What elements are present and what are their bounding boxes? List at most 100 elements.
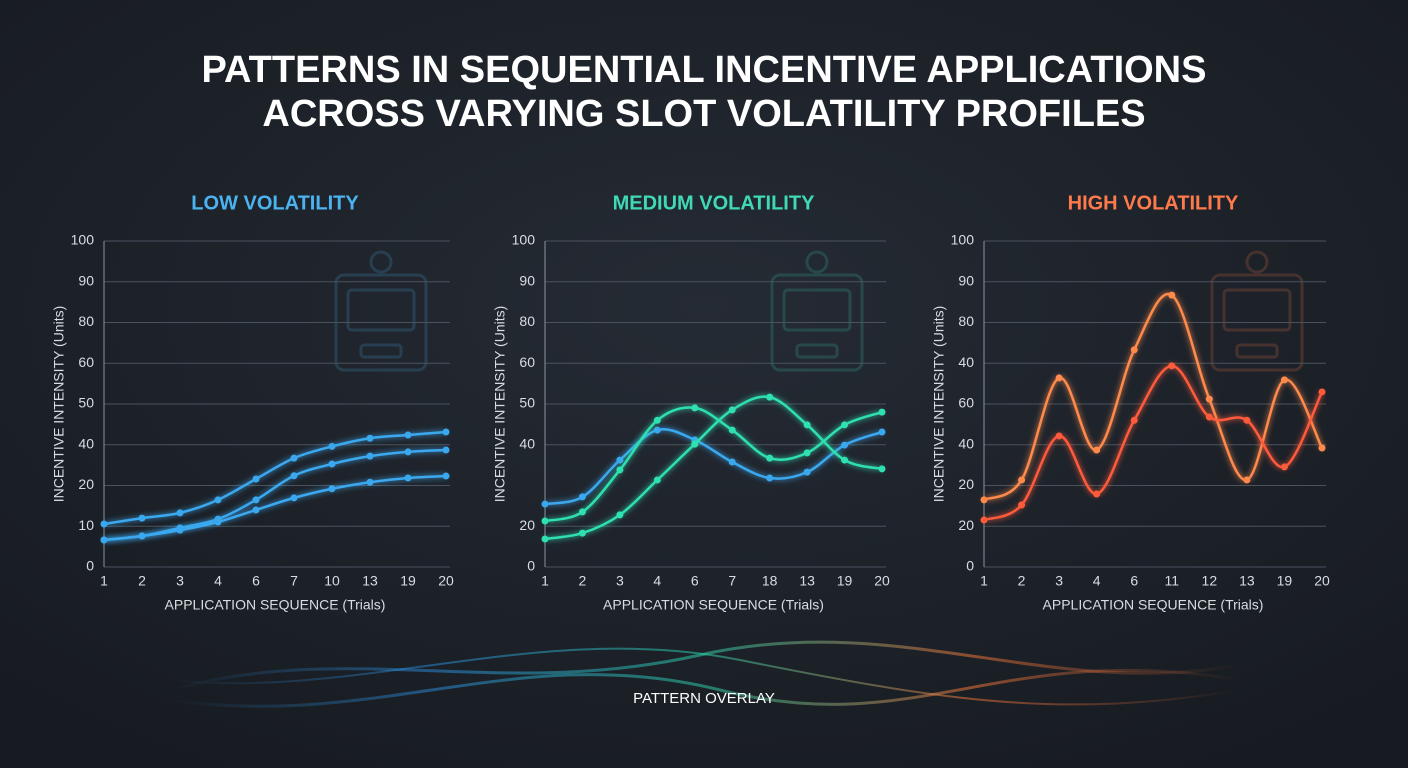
x-tick-label: 6: [691, 573, 699, 589]
data-point: [653, 476, 661, 484]
y-tick-label: 80: [519, 313, 535, 329]
data-point: [541, 535, 549, 543]
title-line: PATTERNS IN SEQUENTIAL INCENTIVE APPLICA…: [202, 49, 1207, 91]
data-point: [841, 421, 849, 429]
slot-top: [805, 250, 829, 274]
data-point: [653, 426, 661, 434]
x-tick-label: 20: [874, 573, 890, 589]
x-tick-label: 20: [1314, 573, 1330, 589]
y-tick-label: 100: [71, 232, 95, 248]
title-line: ACROSS VARYING SLOT VOLATILITY PROFILES: [262, 93, 1145, 135]
data-point: [878, 465, 886, 473]
series-line: [983, 292, 1324, 502]
data-point: [1205, 413, 1213, 421]
data-point: [616, 466, 624, 474]
data-point: [1243, 416, 1251, 424]
data-point: [100, 520, 108, 528]
x-tick-label: 13: [799, 573, 815, 589]
y-tick-label: 90: [958, 272, 974, 288]
data-point: [1243, 476, 1251, 484]
slot-reels: [782, 288, 852, 332]
data-point: [980, 516, 988, 524]
data-point: [442, 428, 450, 436]
data-point: [803, 468, 811, 476]
data-point: [1280, 376, 1288, 384]
data-point: [1168, 362, 1176, 370]
data-point: [252, 506, 260, 514]
x-tick-label: 20: [438, 573, 454, 589]
x-tick-label: 13: [362, 573, 378, 589]
data-point: [616, 511, 624, 519]
y-tick-label: 50: [78, 395, 94, 411]
data-point: [578, 529, 586, 537]
data-point: [214, 496, 222, 504]
data-point: [878, 408, 886, 416]
y-tick-label: 20: [958, 476, 974, 492]
data-point: [138, 532, 146, 540]
y-tick-label: 90: [78, 272, 94, 288]
data-point: [328, 485, 336, 493]
y-tick-label: 80: [958, 313, 974, 329]
chart-title: MEDIUM VOLATILITY: [613, 192, 815, 214]
series-line: [103, 474, 447, 542]
y-tick-label: 20: [78, 476, 94, 492]
data-point: [766, 454, 774, 462]
y-tick-label: 100: [951, 232, 975, 248]
data-point: [404, 431, 412, 439]
x-tick-label: 1: [980, 573, 988, 589]
data-point: [766, 393, 774, 401]
y-tick-label: 40: [958, 435, 974, 451]
x-tick-label: 13: [1239, 573, 1255, 589]
y-tick-label: 40: [78, 435, 94, 451]
data-point: [1280, 463, 1288, 471]
data-point: [980, 496, 988, 504]
data-point: [1130, 346, 1138, 354]
data-point: [290, 494, 298, 502]
x-tick-label: 1: [541, 573, 549, 589]
data-point: [1093, 446, 1101, 454]
y-axis-label: INCENTIVE INTENSITY (Units): [51, 306, 67, 503]
data-point: [541, 500, 549, 508]
y-tick-label: 40: [519, 435, 535, 451]
overlay-wave: [169, 640, 1241, 708]
data-point: [766, 474, 774, 482]
slot-tray: [359, 343, 403, 359]
data-point: [653, 416, 661, 424]
y-tick-label: 80: [78, 313, 94, 329]
overlay-label: PATTERN OVERLAY: [633, 690, 775, 707]
data-point: [100, 536, 108, 544]
x-axis-label: APPLICATION SEQUENCE (Trials): [603, 597, 824, 613]
y-tick-label: 90: [519, 272, 535, 288]
chart-title: LOW VOLATILITY: [191, 192, 359, 214]
data-point: [578, 493, 586, 501]
slot-top: [369, 250, 393, 274]
data-point: [616, 456, 624, 464]
data-point: [1168, 291, 1176, 299]
slot-top: [1245, 250, 1269, 274]
data-point: [442, 446, 450, 454]
data-point: [1130, 416, 1138, 424]
y-tick-label: 10: [78, 517, 94, 533]
data-point: [728, 406, 736, 414]
x-tick-label: 7: [728, 573, 736, 589]
chart-title: HIGH VOLATILITY: [1068, 192, 1239, 214]
data-point: [404, 474, 412, 482]
data-point: [404, 448, 412, 456]
slot-reels: [346, 288, 416, 332]
x-tick-label: 19: [1277, 573, 1293, 589]
series-line: [544, 406, 883, 523]
x-tick-label: 4: [1093, 573, 1101, 589]
data-point: [841, 441, 849, 449]
x-tick-label: 19: [400, 573, 416, 589]
series-line: [544, 428, 883, 506]
data-point: [691, 440, 699, 448]
x-tick-label: 18: [762, 573, 778, 589]
x-tick-label: 10: [324, 573, 340, 589]
series-line: [103, 430, 447, 526]
y-tick-label: 20: [958, 517, 974, 533]
data-point: [176, 526, 184, 534]
data-point: [366, 452, 374, 460]
data-point: [878, 428, 886, 436]
data-point: [252, 496, 260, 504]
